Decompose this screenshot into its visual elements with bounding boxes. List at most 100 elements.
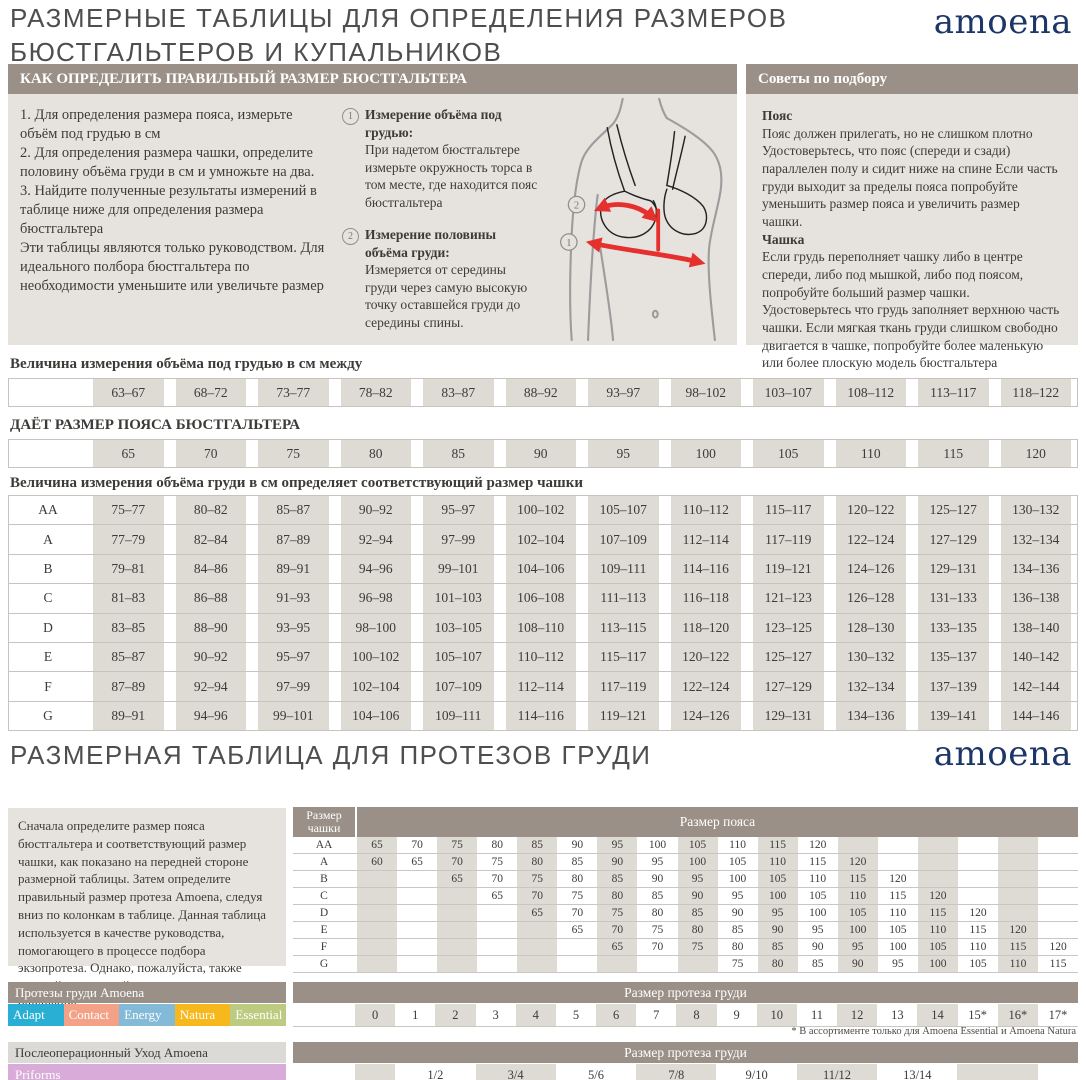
band-size-cell: 100 xyxy=(670,440,741,467)
product-chip: Essential xyxy=(230,1004,286,1026)
band-size-cell: 90 xyxy=(571,839,584,851)
priforms-empty-cell xyxy=(355,1064,396,1080)
band-size-cell: 120 xyxy=(809,839,827,851)
band-size-cell: 90 xyxy=(837,956,878,972)
band-size-cell: 115 xyxy=(809,856,827,868)
circled-number-1: 1 xyxy=(342,108,359,125)
bust-range-cell: 125–127 xyxy=(918,496,989,525)
band-size-cell xyxy=(517,939,558,955)
bust-range-cell: 100–102 xyxy=(505,496,576,525)
bust-range-cell: 120–122 xyxy=(835,496,906,525)
band-size-cell: 110 xyxy=(917,922,958,938)
bust-range-cell: 83–85 xyxy=(93,613,164,642)
cup-label: B xyxy=(320,873,328,885)
prosthesis-size-cell: 15* xyxy=(968,1007,988,1022)
band-size-cell: 95 xyxy=(588,440,659,467)
band-size-cell: 95 xyxy=(811,924,824,936)
bust-range-cell: 105–107 xyxy=(588,496,659,525)
band-size-cell: 100 xyxy=(837,922,878,938)
band-size-cell: 80 xyxy=(517,854,558,870)
bust-range-cell: 106–108 xyxy=(505,584,576,613)
bust-range-cell: 92–94 xyxy=(340,525,411,554)
cup-table-row: AA 75–77 80–82 85–87 90–92 95–97 100–102 105–10… xyxy=(9,496,1077,525)
bust-range-cell: 130–132 xyxy=(1000,496,1071,525)
band-size-cell xyxy=(397,956,437,972)
bust-range-cell: 119–121 xyxy=(588,701,659,731)
band-size-cell xyxy=(517,956,558,972)
cup-heading: Величина измерения объёма груди в см опр… xyxy=(10,475,584,491)
band-size-cell: 115 xyxy=(757,837,798,853)
band-size-cell: 115 xyxy=(969,924,987,936)
priforms-size-cell: 5/6 xyxy=(588,1067,604,1080)
priforms-size-table: Размер протеза груди 1/2 3/4 5/6 7/8 9/10 11/… xyxy=(293,1042,1078,1080)
cup-label: AA xyxy=(315,839,333,851)
prosthesis-size-cell: 5 xyxy=(572,1007,580,1022)
cup-label: C xyxy=(43,590,53,606)
band-size-cell: 95 xyxy=(651,856,664,868)
band-size-cell xyxy=(397,871,437,887)
bust-range-cell: 107–109 xyxy=(588,525,659,554)
cup-label: C xyxy=(320,890,328,902)
band-size-cell: 90 xyxy=(651,873,664,885)
prosthesis-band-row: B 65 70 75 80 85 90 95 100 105 110 115 120 xyxy=(293,871,1078,888)
bust-range-cell: 102–104 xyxy=(505,525,576,554)
row-label-cell xyxy=(293,1004,355,1026)
underband-range-cell: 88–92 xyxy=(505,379,576,406)
band-size-cell: 105 xyxy=(677,837,718,853)
bust-range-cell: 96–98 xyxy=(340,584,411,613)
underband-range-cell: 93–97 xyxy=(588,379,659,406)
band-size-cell: 120 xyxy=(969,907,987,919)
cup-label: F xyxy=(320,941,328,953)
band-size-cell: 80 xyxy=(651,907,664,919)
callout-underbust-body: При надетом бюстгальтере измерьте окружн… xyxy=(365,142,538,210)
band-size-cell xyxy=(637,956,677,972)
bust-range-cell: 89–91 xyxy=(93,701,164,731)
band-size-cell: 90 xyxy=(731,907,744,919)
tips-cup-title: Чашка xyxy=(762,231,805,247)
bust-range-cell: 140–142 xyxy=(1000,642,1071,672)
band-size-cell: 110 xyxy=(809,873,827,885)
callout-underbust: 1 Измерение объёма под грудью: При надет… xyxy=(342,106,540,211)
band-size-cell: 80 xyxy=(597,888,638,904)
prosthesis-band-row: D 65 70 75 80 85 90 95 100 105 110 115 120 xyxy=(293,905,1078,922)
band-size-cell: 85 xyxy=(423,440,494,467)
band-size-cell: 70 xyxy=(491,873,503,885)
prosthesis-size-cell: 16* xyxy=(997,1004,1038,1026)
band-size-cell: 85 xyxy=(571,856,584,868)
band-size-cell: 105 xyxy=(837,905,878,921)
band-size-cell: 85 xyxy=(651,890,664,902)
band-size-cell: 75 xyxy=(731,958,744,970)
products-header: Протезы груди Amoena xyxy=(8,982,286,1003)
bust-range-cell: 127–129 xyxy=(753,672,824,701)
band-size-cell xyxy=(677,956,718,972)
bust-range-cell: 97–99 xyxy=(423,525,494,554)
bust-range-cell: 113–115 xyxy=(588,613,659,642)
band-size-cell xyxy=(517,922,558,938)
prosthesis-size-cell: 6 xyxy=(596,1004,637,1026)
bust-range-cell: 95–97 xyxy=(423,496,494,525)
band-size-cell xyxy=(917,837,958,853)
band-size-cell: 60 xyxy=(357,854,398,870)
band-size-cell: 120 xyxy=(917,888,958,904)
band-size-cell: 100 xyxy=(648,839,667,851)
bust-range-cell: 127–129 xyxy=(918,525,989,554)
cup-label: E xyxy=(43,649,53,665)
callout-halfbust-body: Измеряется от середины груди через самую… xyxy=(365,262,528,331)
aftercare-header: Послеоперационный Уход Amoena xyxy=(8,1042,286,1063)
priforms-size-cell: 13/14 xyxy=(903,1067,932,1080)
cup-label: A xyxy=(43,531,53,547)
cup-table-row: C 81–83 86–88 91–93 96–98 101–103 106–108 111–1… xyxy=(9,583,1077,613)
bust-range-cell: 137–139 xyxy=(918,672,989,701)
priforms-size-cell: 3/4 xyxy=(475,1064,556,1080)
band-size-cell xyxy=(357,939,398,955)
bust-range-cell: 98–100 xyxy=(340,613,411,642)
band-size-cell: 90 xyxy=(597,854,638,870)
cup-table-row: G 89–91 94–96 99–101 104–106 109–111 114–116 11… xyxy=(9,700,1077,731)
callout-underbust-title: Измерение объёма под грудью: xyxy=(365,107,502,140)
cup-label: E xyxy=(320,924,328,936)
band-size-cell: 120 xyxy=(998,922,1039,938)
bust-range-cell: 107–109 xyxy=(423,672,494,701)
bust-range-cell: 91–93 xyxy=(258,584,329,613)
band-size-cell: 105 xyxy=(809,890,827,902)
band-size-cell: 115 xyxy=(918,440,989,467)
